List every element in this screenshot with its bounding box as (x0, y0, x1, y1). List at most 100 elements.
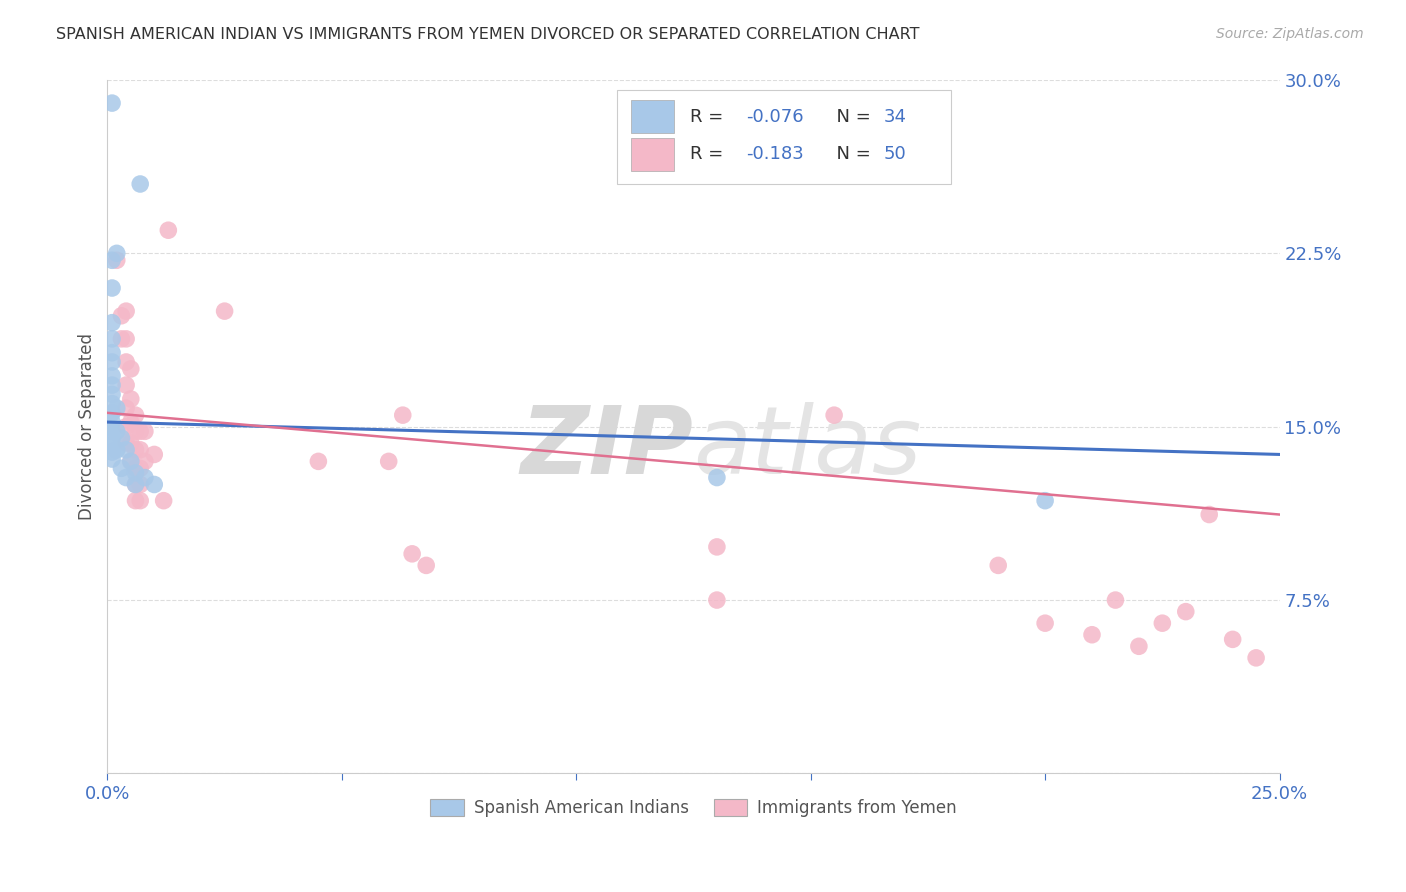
Point (115, 355, 138, 369)
Point (101, 452, 124, 467)
Point (391, 408, 413, 422)
Point (101, 96, 124, 111)
Point (101, 445, 124, 459)
Point (1222, 632, 1244, 647)
Point (706, 593, 728, 607)
Point (105, 425, 128, 439)
Point (823, 408, 845, 422)
Point (1033, 616, 1056, 631)
Point (101, 425, 124, 439)
Text: N =: N = (825, 145, 876, 163)
Point (124, 477, 146, 491)
Point (1033, 493, 1056, 508)
Point (129, 461, 152, 475)
Point (1104, 593, 1126, 607)
Text: SPANISH AMERICAN INDIAN VS IMMIGRANTS FROM YEMEN DIVORCED OR SEPARATED CORRELATI: SPANISH AMERICAN INDIAN VS IMMIGRANTS FR… (56, 27, 920, 42)
Point (101, 396, 124, 410)
Point (120, 454, 142, 468)
Text: 34: 34 (883, 108, 907, 126)
Point (120, 362, 142, 376)
Point (124, 461, 146, 475)
Point (101, 316, 124, 330)
Point (401, 547, 423, 561)
Point (105, 253, 128, 268)
Point (124, 477, 146, 491)
Point (143, 477, 166, 491)
Point (115, 304, 138, 318)
Point (1244, 651, 1267, 665)
Legend: Spanish American Indians, Immigrants from Yemen: Spanish American Indians, Immigrants fro… (423, 793, 963, 824)
Point (120, 454, 142, 468)
Point (101, 406, 124, 420)
Point (143, 447, 166, 461)
Point (1128, 640, 1150, 654)
Point (129, 493, 152, 508)
Point (124, 466, 146, 480)
Y-axis label: Divorced or Separated: Divorced or Separated (79, 334, 96, 520)
Point (115, 419, 138, 434)
Point (105, 442, 128, 457)
Point (101, 438, 124, 452)
Point (101, 415, 124, 429)
Text: atlas: atlas (693, 402, 922, 493)
Point (1198, 508, 1220, 522)
Text: -0.076: -0.076 (747, 108, 804, 126)
Point (115, 470, 138, 484)
Point (101, 368, 124, 383)
Point (129, 477, 152, 491)
Bar (617, 90, 952, 184)
Point (105, 246, 128, 260)
Point (129, 177, 152, 191)
Point (101, 387, 124, 401)
Point (110, 461, 132, 475)
Bar (631, 137, 673, 171)
Point (101, 378, 124, 392)
Point (307, 454, 329, 468)
Point (129, 425, 152, 439)
Point (134, 425, 156, 439)
Point (415, 558, 437, 573)
Point (101, 345, 124, 359)
Point (105, 401, 128, 416)
Point (115, 436, 138, 450)
Point (134, 470, 156, 484)
Point (706, 540, 728, 554)
Point (115, 378, 138, 392)
Point (110, 332, 132, 346)
Point (101, 355, 124, 369)
Point (101, 281, 124, 295)
Point (214, 304, 236, 318)
Point (377, 454, 399, 468)
Point (706, 470, 728, 484)
Point (120, 436, 142, 450)
Point (101, 332, 124, 346)
Point (101, 431, 124, 445)
Point (1174, 605, 1197, 619)
Point (120, 392, 142, 406)
Text: R =: R = (690, 145, 728, 163)
Point (120, 415, 142, 429)
Point (124, 408, 146, 422)
Point (115, 332, 138, 346)
Point (110, 309, 132, 323)
Text: N =: N = (825, 108, 876, 126)
Point (101, 253, 124, 268)
Point (157, 223, 180, 237)
Text: R =: R = (690, 108, 728, 126)
Point (1152, 616, 1174, 631)
Point (115, 401, 138, 416)
Point (134, 454, 156, 468)
Point (115, 442, 138, 457)
Text: -0.183: -0.183 (747, 145, 804, 163)
Text: ZIP: ZIP (520, 401, 693, 493)
Text: 50: 50 (883, 145, 905, 163)
Point (110, 431, 132, 445)
Point (124, 442, 146, 457)
Point (124, 425, 146, 439)
Point (129, 442, 152, 457)
Point (124, 493, 146, 508)
Point (987, 558, 1010, 573)
Text: Source: ZipAtlas.com: Source: ZipAtlas.com (1216, 27, 1364, 41)
Point (152, 493, 174, 508)
Bar (631, 100, 673, 134)
